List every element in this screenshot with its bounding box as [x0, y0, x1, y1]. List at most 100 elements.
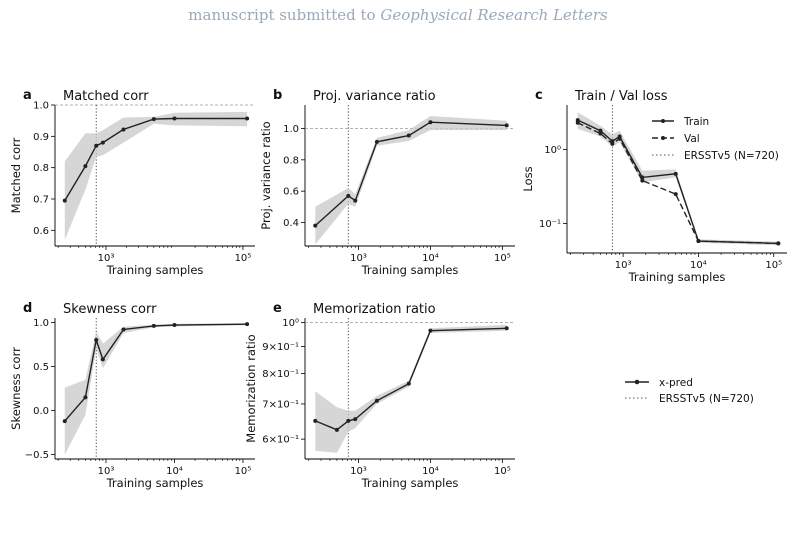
legend-marker [661, 136, 665, 140]
x-axis-label: Training samples [106, 476, 204, 490]
y-tick-label: 9×10⁻¹ [262, 342, 299, 353]
data-point [83, 395, 88, 400]
data-point [94, 338, 99, 343]
panel-title: Matched corr [63, 89, 149, 104]
data-point [406, 133, 411, 138]
panel-title: Proj. variance ratio [313, 89, 436, 104]
y-tick-label: 1.0 [33, 318, 49, 329]
data-point [100, 357, 105, 362]
x-tick-label: 10⁵ [235, 253, 252, 264]
panel-title: Memorization ratio [313, 302, 436, 317]
y-tick-label: 0.4 [283, 218, 299, 229]
panel-letter: d [23, 301, 32, 316]
data-point [640, 178, 645, 183]
y-tick-label: 6×10⁻¹ [262, 435, 299, 446]
data-point [346, 418, 351, 423]
legend-marker [634, 379, 640, 385]
x-tick-label: 10⁴ [166, 466, 183, 477]
panel-letter: e [273, 301, 282, 316]
panel-c: 10⁻¹ 10⁰ 10³ 10⁴ 10⁵ c Train / Val loss Trainin… [521, 88, 787, 284]
y-tick-label: 0.8 [33, 163, 49, 174]
data-point [353, 198, 358, 203]
series-line-main [64, 323, 248, 422]
x-axis-label: Training samples [361, 263, 459, 277]
figure-legend: x-pred ERSSTv5 (N=720) [625, 377, 754, 405]
x-tick-label: 10³ [350, 253, 367, 264]
data-point [172, 116, 177, 121]
data-point [313, 223, 318, 228]
y-tick-label: 7×10⁻¹ [262, 399, 299, 410]
x-tick-label: 10³ [350, 466, 367, 477]
legend-marker [661, 119, 665, 123]
data-point [406, 381, 411, 386]
data-point [353, 417, 358, 422]
data-point [83, 164, 88, 169]
panel-e: 6×10⁻¹ 7×10⁻¹ 8×10⁻¹ 9×10⁻¹ 10⁰ 10³ 10⁴ 10⁵ e Mem… [244, 301, 515, 490]
y-axis-label: Proj. variance ratio [259, 121, 273, 229]
panel-title: Skewness corr [63, 302, 157, 317]
legend-label: Train [683, 116, 709, 128]
data-point [374, 139, 379, 144]
data-point [245, 116, 250, 121]
data-point [504, 123, 509, 128]
legend-label: ERSSTv5 (N=720) [684, 150, 779, 162]
data-point [346, 193, 351, 198]
y-tick-label: 1.0 [283, 124, 299, 135]
data-point [121, 127, 126, 132]
y-tick-label: 0.0 [33, 406, 49, 417]
panel-a: 0.6 0.7 0.8 0.9 1.0 10³ 10⁵ a Matched corr Traini… [9, 88, 255, 277]
data-point [575, 120, 580, 125]
y-axis-label: Loss [521, 166, 535, 191]
series-line-main [64, 117, 248, 201]
panel-title: Train / Val loss [574, 89, 668, 104]
y-tick-label: 10⁰ [544, 145, 561, 156]
series-line-train [577, 119, 779, 245]
panel-letter: a [23, 88, 32, 103]
legend-label: Val [684, 133, 700, 145]
panel-letter: c [535, 88, 543, 103]
data-point [62, 419, 67, 424]
uncertainty-band [315, 324, 507, 453]
x-tick-label: 10³ [615, 260, 632, 271]
x-tick-label: 10⁴ [422, 466, 439, 477]
y-tick-label: 8×10⁻¹ [262, 369, 299, 380]
x-tick-label: 10³ [98, 253, 115, 264]
data-point [776, 241, 781, 246]
data-point [428, 328, 433, 333]
x-axis-label: Training samples [628, 270, 726, 284]
y-axis-label: Memorization ratio [244, 334, 258, 442]
uncertainty-band [64, 323, 248, 455]
header-journal: Geophysical Research Letters [380, 6, 608, 24]
series-line-main [315, 327, 507, 431]
data-point [696, 239, 701, 244]
data-point [428, 120, 433, 125]
data-point [121, 327, 126, 332]
data-point [62, 198, 67, 203]
uncertainty-band [64, 111, 248, 240]
header-prefix: manuscript submitted to [188, 6, 376, 24]
data-point [598, 128, 603, 133]
x-tick-label: 10⁵ [494, 466, 511, 477]
panel-legend: Train Val ERSSTv5 (N=720) [652, 116, 779, 162]
x-tick-label: 10⁵ [765, 260, 782, 271]
x-tick-label: 10³ [98, 466, 115, 477]
data-point [617, 136, 622, 141]
data-point [313, 418, 318, 423]
data-point [598, 131, 603, 136]
y-tick-label: 0.5 [33, 362, 49, 373]
panel-b: 0.4 0.6 0.8 1.0 10³ 10⁴ 10⁵ b Proj. variance rat… [259, 88, 515, 277]
manuscript-header: manuscript submitted to Geophysical Rese… [0, 6, 796, 24]
y-tick-label: −0.5 [25, 450, 49, 461]
data-point [504, 326, 509, 331]
y-tick-label: 0.6 [283, 187, 299, 198]
panel-letter: b [273, 88, 282, 103]
x-tick-label: 10⁵ [494, 253, 511, 264]
data-point [374, 398, 379, 403]
y-axis-label: Matched corr [9, 137, 23, 213]
data-point [673, 192, 678, 197]
data-point [100, 140, 105, 145]
y-tick-label: 10⁻¹ [539, 219, 561, 230]
data-point [94, 143, 99, 148]
data-point [245, 322, 250, 327]
